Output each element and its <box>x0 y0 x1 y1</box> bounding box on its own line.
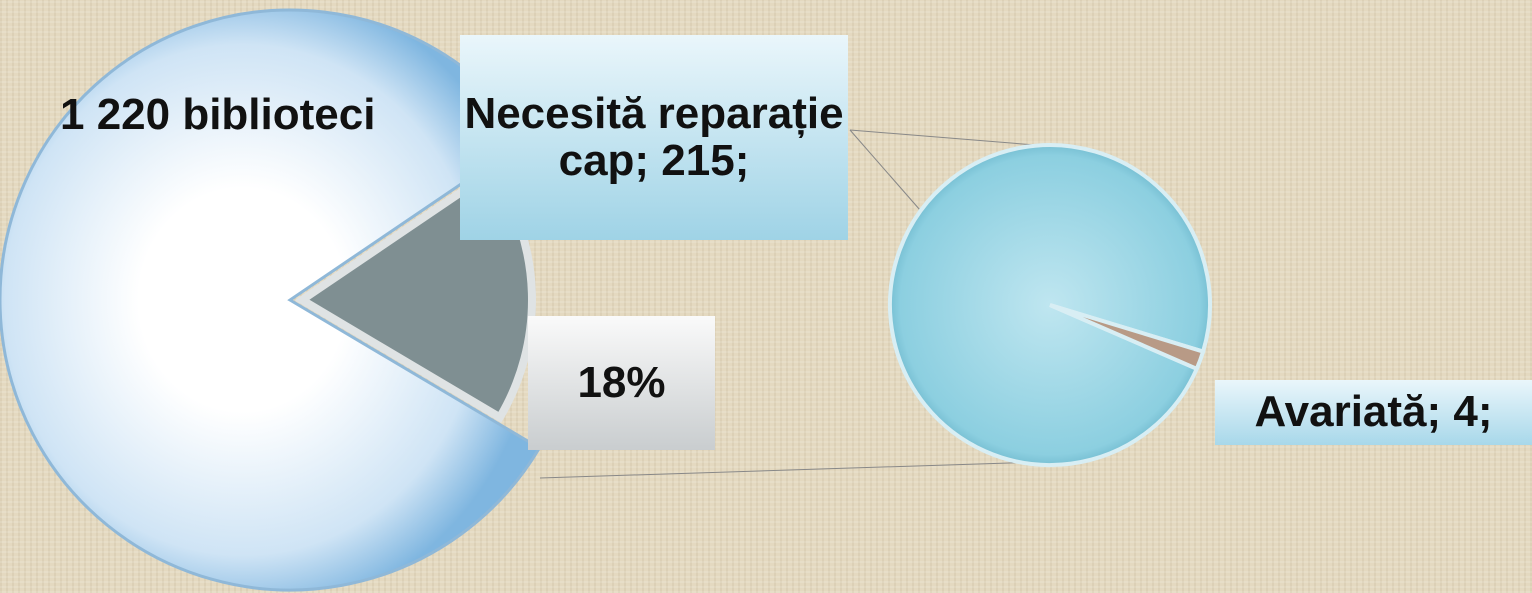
connector <box>850 130 920 210</box>
center-label: 1 220 biblioteci <box>60 80 520 150</box>
data-label: Necesită reparație cap; 215; <box>460 35 848 240</box>
connector <box>850 130 1035 145</box>
data-label: Avariată; 4; <box>1215 380 1532 445</box>
connector <box>540 462 1040 478</box>
data-label: 18% <box>528 316 715 450</box>
chart: 1 220 biblioteci Necesită reparație cap;… <box>0 0 1532 593</box>
